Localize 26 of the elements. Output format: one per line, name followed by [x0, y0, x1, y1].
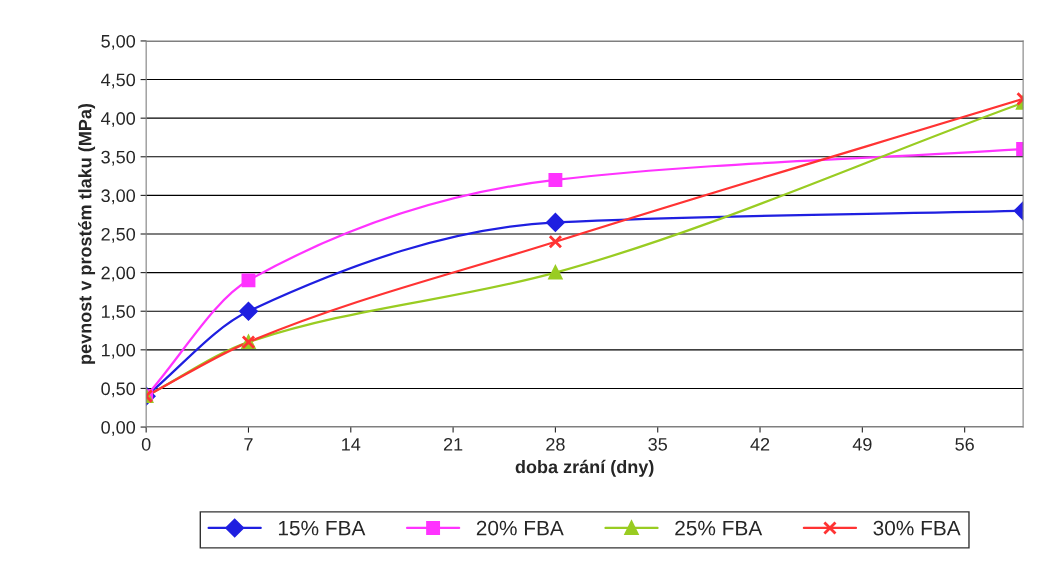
legend-label: 20% FBA	[476, 520, 564, 536]
y-tick-label: 1,00	[101, 343, 136, 359]
y-tick-label: 2,00	[101, 266, 136, 282]
x-axis-title: doba zrání (dny)	[515, 459, 654, 477]
x-tick-label: 49	[852, 437, 872, 451]
x-tick-label: 14	[342, 438, 361, 451]
x-tick-label: 42	[750, 437, 770, 451]
y-tick-label: 4,00	[101, 112, 136, 128]
y-tick-label: 3,00	[101, 189, 136, 205]
x-tick-label: 7	[244, 438, 253, 451]
x-tick-label: 21	[443, 437, 463, 451]
legend-label: 15% FBA	[278, 520, 366, 536]
y-tick-label: 4,50	[101, 73, 136, 89]
y-tick-label: 0,50	[101, 382, 136, 398]
y-axis-title: pevnost v prostém tlaku (MPa)	[78, 103, 96, 364]
legend-label: 25% FBA	[675, 520, 763, 536]
y-tick-label: 3,50	[101, 150, 136, 166]
x-tick-label: 56	[955, 437, 974, 451]
y-tick-label: 2,50	[101, 227, 136, 243]
y-tick-label: 5,00	[101, 34, 136, 50]
y-tick-label: 0,00	[101, 420, 136, 436]
y-tick-label: 1,50	[101, 305, 136, 321]
x-tick-label: 28	[546, 437, 565, 451]
x-tick-label: 35	[648, 437, 668, 451]
x-tick-label: 0	[141, 437, 151, 451]
legend-label: 30% FBA	[873, 520, 961, 536]
